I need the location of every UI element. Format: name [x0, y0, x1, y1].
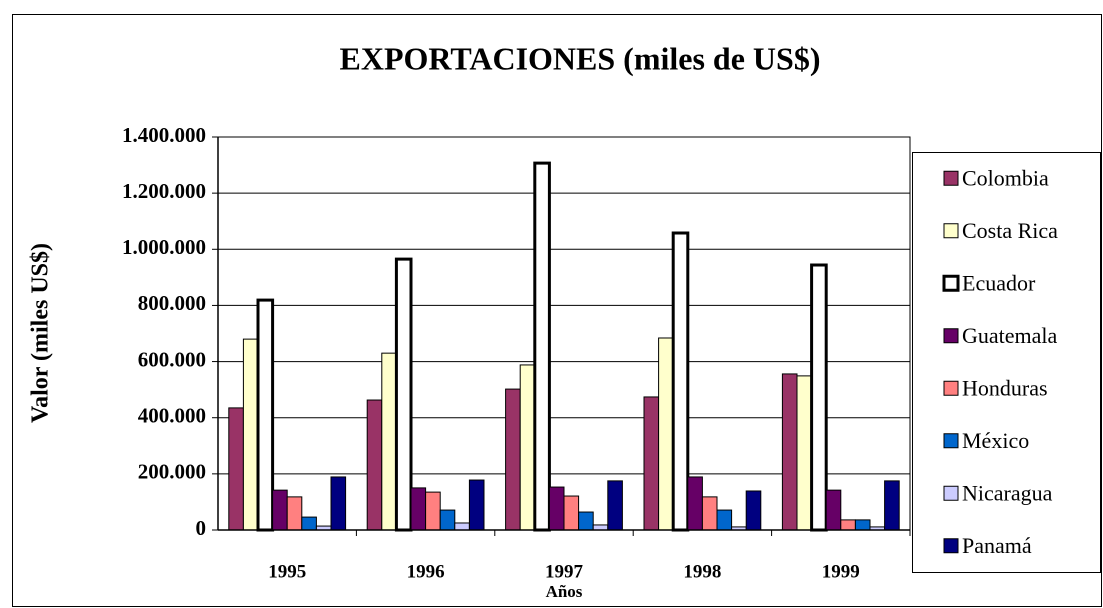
y-tick-label: 1.200.000	[122, 179, 206, 203]
bar	[410, 487, 427, 531]
bar	[454, 522, 470, 531]
bar	[607, 480, 623, 531]
legend-swatch	[943, 380, 959, 396]
legend-label: Honduras	[962, 375, 1048, 400]
bar	[745, 490, 762, 531]
x-tick-label: 1998	[683, 561, 721, 582]
legend-swatch	[942, 274, 960, 292]
y-tick-label: 600.000	[138, 347, 206, 371]
bar	[578, 511, 594, 531]
bar	[228, 407, 244, 531]
bar	[519, 364, 536, 531]
y-tick-label: 0	[196, 516, 207, 540]
bar	[796, 375, 813, 531]
bar	[884, 480, 900, 531]
y-tick-label: 1.400.000	[122, 123, 206, 147]
legend-label: Panamá	[962, 533, 1032, 558]
bar	[671, 231, 690, 532]
bar	[242, 338, 259, 531]
y-tick-label: 800.000	[138, 291, 206, 315]
x-tick-label: 1995	[268, 561, 306, 582]
legend-label: Costa Rica	[962, 218, 1058, 243]
bar	[439, 509, 456, 531]
legend-swatch	[943, 538, 959, 554]
x-axis-label: Años	[546, 582, 583, 601]
legend-swatch	[943, 223, 959, 239]
bar	[381, 352, 397, 531]
bar	[592, 524, 609, 531]
x-tick-label: 1999	[822, 561, 860, 582]
bar	[425, 491, 441, 531]
bar	[781, 373, 798, 531]
legend-label: Guatemala	[962, 323, 1058, 348]
legend-swatch	[943, 433, 959, 449]
bar	[701, 496, 718, 531]
y-tick-label: 400.000	[138, 404, 206, 428]
bar	[272, 489, 288, 531]
legend-label: Colombia	[962, 165, 1049, 190]
y-tick-label: 1.000.000	[122, 235, 206, 259]
x-tick-label: 1996	[407, 561, 445, 582]
bar	[256, 298, 275, 532]
x-tick-label: 1997	[545, 561, 584, 582]
bar	[658, 337, 674, 531]
bar	[533, 161, 551, 532]
bar	[825, 489, 842, 531]
legend-label: Ecuador	[962, 270, 1036, 295]
bar	[687, 476, 703, 531]
bar	[854, 519, 871, 531]
bar	[505, 388, 521, 531]
legend-box	[912, 152, 1101, 573]
chart-title: EXPORTACIONES (miles de US$)	[340, 40, 821, 76]
y-axis-label: Valor (miles US$)	[28, 243, 54, 423]
bar	[286, 496, 303, 531]
bar	[330, 476, 347, 531]
bar	[301, 516, 317, 531]
y-tick-label: 200.000	[138, 460, 206, 484]
bar	[366, 399, 383, 531]
bar	[840, 519, 856, 531]
legend-swatch	[943, 485, 959, 501]
legend-swatch	[943, 170, 959, 186]
bar	[548, 486, 565, 531]
bar	[716, 509, 733, 531]
bar	[394, 257, 413, 532]
legend-label: México	[962, 428, 1029, 453]
legend-label: Nicaragua	[962, 480, 1053, 505]
bar	[643, 396, 660, 531]
legend-swatch	[943, 328, 959, 344]
bar	[468, 479, 485, 531]
bar	[563, 495, 580, 531]
bar	[810, 263, 828, 532]
